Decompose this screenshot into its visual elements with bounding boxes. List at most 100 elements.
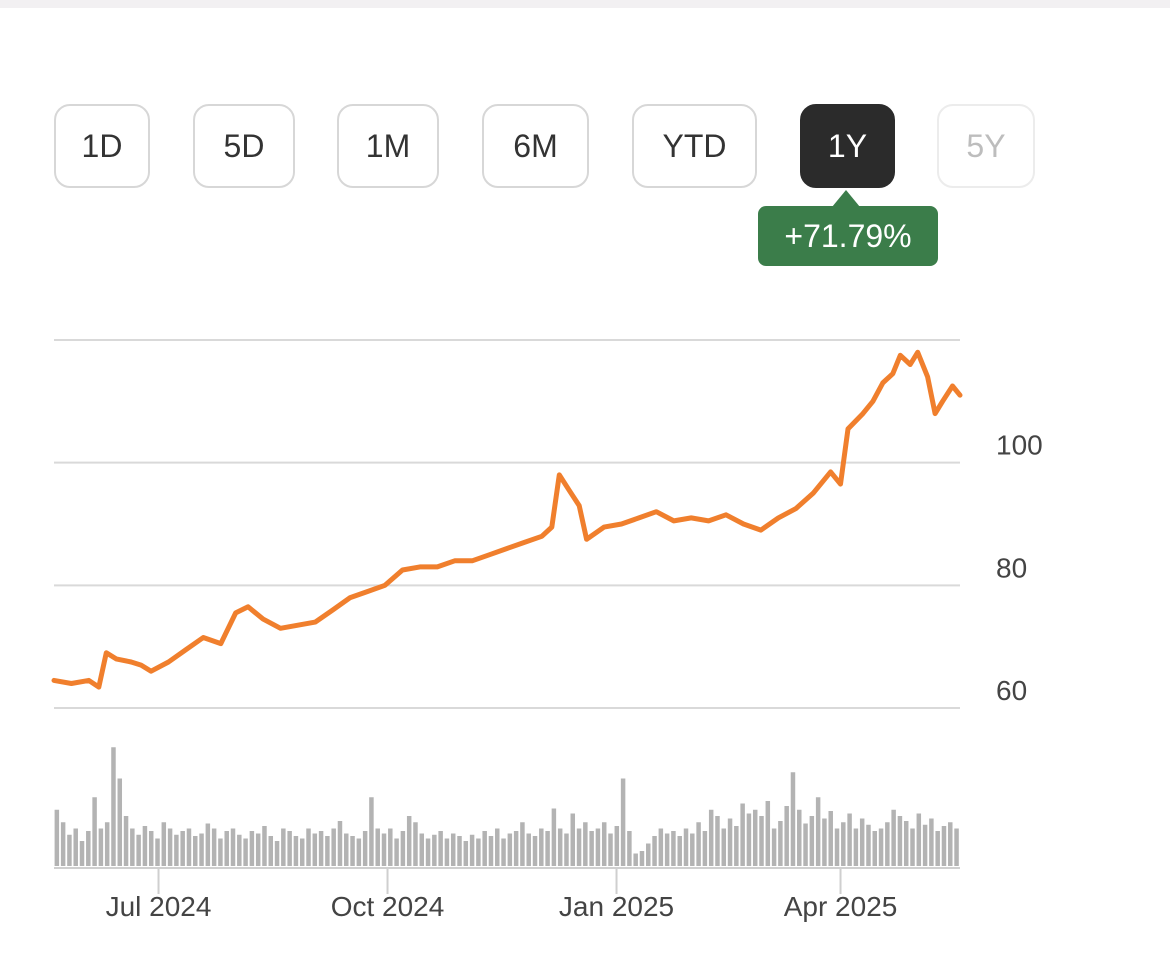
volume-bar [601,822,607,866]
volume-bar [476,838,481,866]
volume-bar [161,822,167,866]
volume-bar [916,813,922,866]
volume-bar [457,836,462,866]
volume-bar [878,828,884,866]
volume-bar [148,831,154,866]
range-tab-5d[interactable]: 5D [193,104,295,188]
volume-bar [413,822,418,866]
volume-bar [186,828,192,866]
volume-bar [677,836,682,866]
volume-bar [375,828,380,866]
range-tab-5y[interactable]: 5Y [937,104,1035,188]
y-tick-label: 60 [996,675,1027,706]
volume-bar [583,822,588,866]
volume-bar [293,836,299,866]
volume-bar [117,778,123,866]
x-tick-label: Apr 2025 [784,891,898,922]
volume-bar [92,797,97,866]
volume-bar [778,821,783,866]
volume-bar [834,828,840,866]
volume-bar [771,828,777,866]
volume-bar [488,836,494,866]
volume-bar [394,838,399,866]
volume-bar [532,836,538,866]
range-tab-1d[interactable]: 1D [54,104,150,188]
volume-bar [243,838,248,866]
volume-bar [702,831,708,866]
volume-bar [847,813,852,866]
volume-bar [589,831,594,866]
price-line [51,349,963,690]
volume-bar [746,813,752,866]
volume-bar [123,816,129,866]
volume-bar [557,828,563,866]
volume-bar [526,833,531,866]
volume-bar [130,828,135,866]
volume-bar [230,828,236,866]
volume-bar [608,833,613,866]
volume-bar [815,797,821,866]
volume-bar [708,809,714,866]
volume-bar [211,828,217,866]
volume-bar [828,811,833,866]
volume-bar [790,772,796,866]
volume-bar [73,828,78,866]
volume-bar [299,838,305,866]
volume-bar [551,808,557,866]
volume-bar [658,828,664,866]
volume-bar [803,823,808,866]
volume-bar [841,822,846,866]
volume-bar [727,818,733,866]
volume-bar [620,778,626,866]
volume-bar [224,831,229,866]
volume-bar [287,831,292,866]
volume-bar [86,831,91,866]
volume-bar [218,838,223,866]
volume-bar [111,747,116,866]
volume-bar [570,813,576,866]
volume-bar [180,831,185,866]
volume-bar [576,828,582,866]
volume-bar [595,828,601,866]
range-tab-1m[interactable]: 1M [337,104,439,188]
volume-bar [155,838,160,866]
volume-bar [721,828,727,866]
top-bar [0,0,1170,8]
volume-bar [54,809,60,866]
y-tick-label: 80 [996,552,1027,583]
volume-bar [249,831,255,866]
volume-bar [104,822,110,866]
volume-bar [646,843,651,866]
volume-bar [495,828,500,866]
volume-bar [167,828,173,866]
volume-bar [79,841,85,866]
volume-bar [98,828,104,866]
volume-bar [469,834,475,866]
volume-bar [419,833,425,866]
volume-bar [910,828,915,866]
range-tab-6m[interactable]: 6M [482,104,589,188]
volume-bar [136,834,141,866]
volume-bar [784,806,789,866]
volume-bar [897,816,903,866]
x-tick-label: Jan 2025 [559,891,674,922]
volume-bar [274,841,280,866]
volume-bar [438,831,443,866]
volume-bar [664,833,670,866]
range-tab-1y[interactable]: 1Y [800,104,895,188]
volume-bar [337,821,343,866]
volume-bar [903,821,909,866]
volume-bar [872,831,878,866]
volume-bar [564,833,569,866]
volume-bar [350,836,355,866]
volume-bar [501,838,506,866]
volume-bar [325,836,330,866]
volume-bar [507,833,513,866]
range-tab-ytd[interactable]: YTD [632,104,757,188]
volume-bar [715,816,720,866]
volume-bar [652,836,657,866]
volume-bar [255,833,261,866]
volume-bar [60,822,66,866]
volume-bar [545,831,550,866]
volume-bar [444,838,450,866]
